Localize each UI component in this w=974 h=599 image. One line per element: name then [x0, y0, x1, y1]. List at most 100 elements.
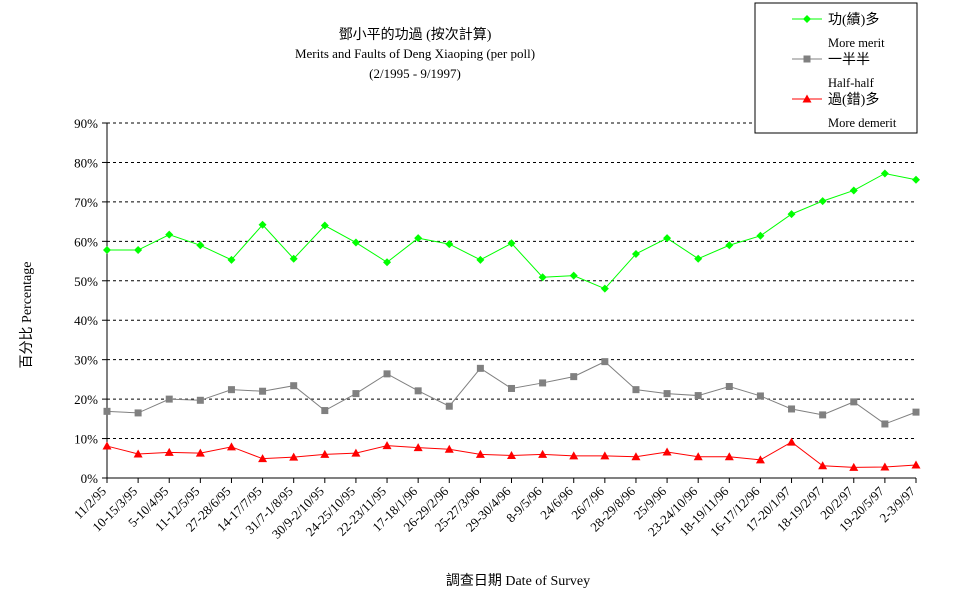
data-point: [351, 448, 361, 457]
data-point: [383, 258, 392, 267]
data-point: [290, 382, 298, 390]
data-point: [508, 384, 515, 392]
data-point: [881, 420, 889, 428]
data-point: [134, 246, 143, 255]
series-line: [107, 172, 917, 290]
data-point: [600, 451, 610, 460]
data-point: [632, 386, 640, 394]
x-tick-label: 8-9/5/96: [503, 483, 545, 525]
data-point: [165, 395, 173, 403]
legend-label: 過(錯)多: [828, 91, 879, 108]
legend-swatch-marker: [803, 55, 811, 63]
data-point: [413, 443, 423, 452]
data-point: [289, 452, 299, 461]
chart-title-zh: 鄧小平的功過 (按次計算): [339, 27, 492, 43]
data-point: [818, 197, 827, 206]
chart-title-en: Merits and Faults of Deng Xiaoping (per …: [295, 46, 535, 61]
data-point: [600, 284, 609, 293]
y-tick-label: 10%: [74, 432, 98, 447]
axes: [106, 123, 916, 479]
data-point: [102, 441, 112, 450]
data-point: [756, 231, 765, 240]
x-tick-label: 2-3/9/97: [876, 483, 918, 525]
data-point: [849, 186, 858, 195]
data-point: [818, 461, 828, 470]
data-point: [787, 437, 797, 446]
legend-label-en: More demerit: [828, 116, 897, 130]
series-2: [103, 358, 920, 428]
data-point: [103, 246, 111, 255]
data-point: [320, 449, 330, 458]
data-point: [351, 238, 360, 247]
data-point: [569, 271, 578, 280]
y-axis-title: 百分比 Percentage: [19, 262, 35, 369]
data-point: [912, 408, 920, 416]
data-point: [475, 449, 485, 458]
x-axis-title: 調查日期 Date of Survey: [446, 573, 590, 589]
data-point: [601, 358, 609, 366]
data-point: [321, 407, 329, 415]
data-point: [725, 382, 733, 390]
data-point: [755, 455, 765, 464]
data-point: [631, 452, 641, 461]
data-point: [849, 462, 859, 471]
series-3: [102, 437, 921, 471]
data-point: [445, 402, 453, 410]
data-point: [289, 254, 298, 263]
y-tick-label: 0%: [81, 471, 99, 486]
legend-label-en: More merit: [828, 36, 885, 50]
data-point: [819, 411, 827, 419]
data-point: [320, 221, 329, 230]
data-point: [382, 441, 392, 450]
data-point: [756, 392, 764, 400]
data-point: [259, 387, 267, 395]
data-point: [663, 390, 671, 398]
data-point: [850, 398, 858, 406]
data-point: [414, 387, 422, 395]
data-point: [227, 255, 236, 264]
series-lines: [102, 169, 921, 471]
legend-swatch-marker: [802, 94, 812, 103]
data-point: [226, 442, 236, 451]
data-point: [476, 364, 484, 372]
data-point: [196, 396, 204, 404]
y-tick-label: 20%: [74, 392, 98, 407]
data-point: [164, 447, 174, 456]
y-tick-label: 50%: [74, 274, 98, 289]
data-point: [631, 249, 640, 258]
data-point: [725, 241, 734, 250]
y-tick-label: 80%: [74, 155, 98, 170]
legend-box: [754, 2, 918, 134]
data-point: [694, 392, 702, 400]
data-point: [444, 444, 454, 453]
data-point: [165, 230, 174, 239]
data-point: [693, 452, 703, 461]
y-tick-label: 60%: [74, 234, 98, 249]
data-point: [507, 451, 516, 460]
data-point: [538, 273, 547, 282]
data-point: [134, 409, 142, 417]
data-point: [258, 454, 268, 463]
data-point: [912, 175, 920, 184]
data-point: [539, 379, 547, 387]
data-point: [663, 234, 672, 243]
data-point: [227, 386, 235, 394]
x-tick-label: 24/6/96: [537, 483, 576, 522]
data-point: [383, 370, 391, 378]
x-axis-ticks: 11/2/9510-15/3/955-10/4/9511-12/5/9527-2…: [71, 478, 918, 542]
data-point: [662, 447, 672, 456]
data-point: [538, 449, 548, 458]
data-point: [196, 241, 205, 250]
legend-label: 功(績)多: [828, 11, 879, 28]
series-1: [103, 169, 920, 293]
y-tick-label: 30%: [74, 353, 98, 368]
y-axis-ticks: 0% 10% 20% 30% 40% 50% 60% 70% 80% 90%: [74, 116, 107, 486]
data-point: [724, 452, 734, 461]
data-point: [507, 239, 516, 248]
chart-subtitle-period: (2/1995 - 9/1997): [369, 66, 461, 81]
legend-label: 一半半: [828, 52, 870, 68]
data-point: [570, 373, 578, 381]
